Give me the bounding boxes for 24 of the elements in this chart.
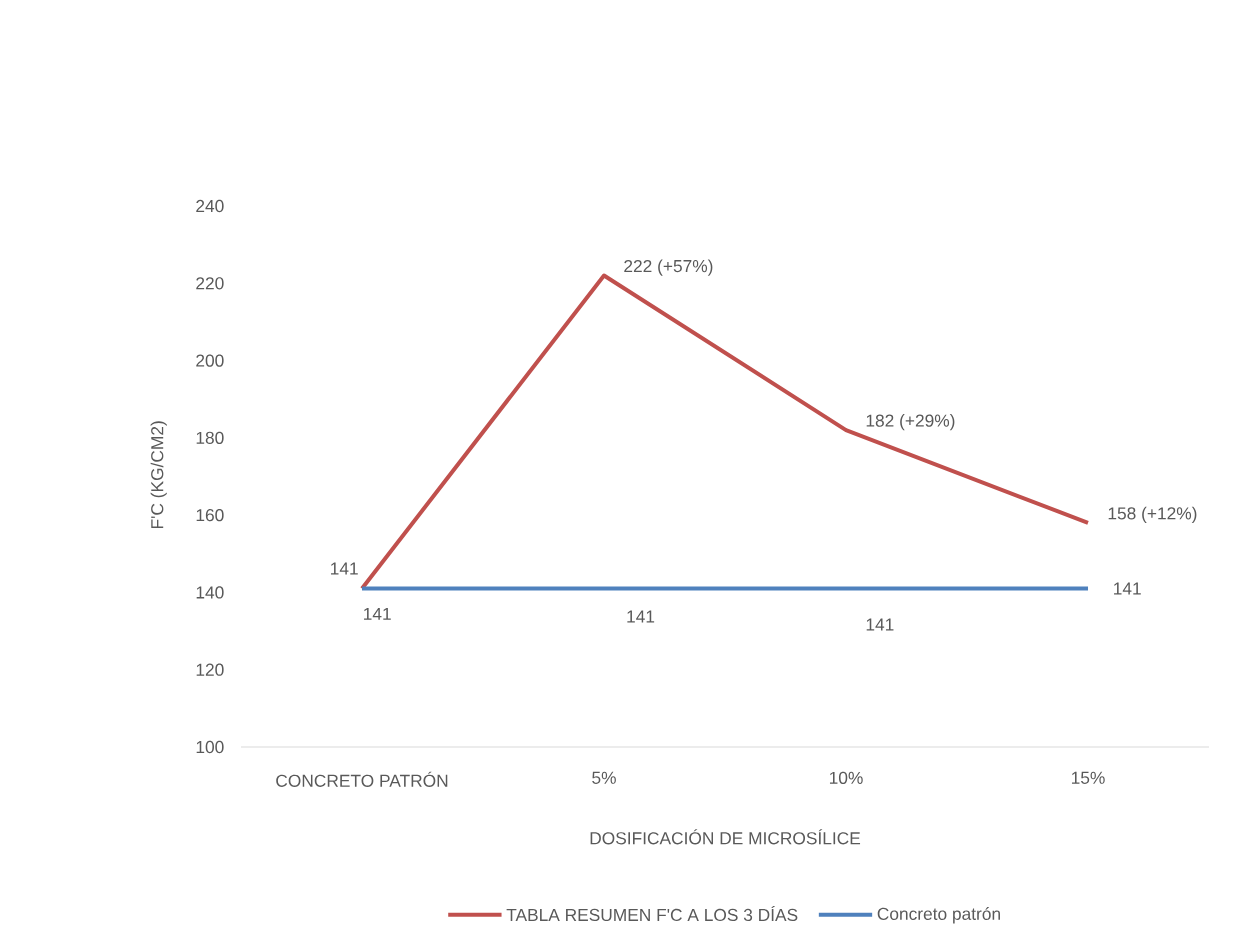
y-tick-label: 140 <box>196 586 224 599</box>
x-tick-label: 10% <box>829 771 863 784</box>
y-tick-label: 240 <box>196 199 224 213</box>
x-tick-label: CONCRETO PATRÓN <box>276 771 448 787</box>
data-label: 158 (+12%) <box>1108 506 1197 523</box>
y-tick-label: 220 <box>196 277 224 290</box>
y-tick-label: 160 <box>196 509 224 522</box>
data-label: 141 <box>364 607 391 620</box>
data-label: 182 (+29%) <box>866 414 955 431</box>
x-tick-label: 15% <box>1071 771 1105 784</box>
legend-label: TABLA RESUMEN F'C A LOS 3 DÍAS <box>506 905 798 922</box>
x-tick-label: 5% <box>592 771 616 784</box>
x-axis-title: DOSIFICACIÓN DE MICROSÍLICE <box>590 829 861 845</box>
data-label: 141 <box>866 618 894 631</box>
y-tick-label: 180 <box>196 431 224 444</box>
data-label: 141 <box>627 610 655 623</box>
data-label: 141 <box>1114 582 1141 595</box>
data-label: 222 (+57%) <box>624 259 713 276</box>
y-axis-title: F'C (KG/CM2) <box>150 421 167 529</box>
data-label: 141 <box>331 562 358 575</box>
y-tick-label: 100 <box>196 740 224 754</box>
legend-label: Concreto patrón <box>877 907 1000 924</box>
y-tick-label: 120 <box>196 663 224 676</box>
y-tick-label: 200 <box>196 354 224 367</box>
